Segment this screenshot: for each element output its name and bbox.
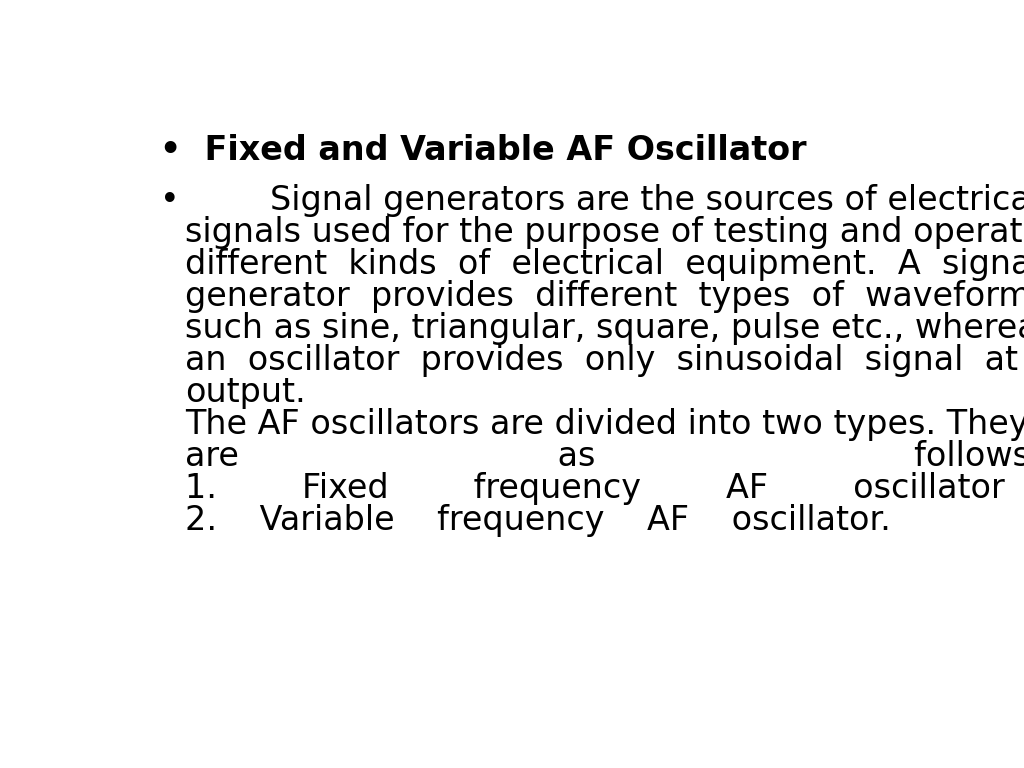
Text: an  oscillator  provides  only  sinusoidal  signal  at  the: an oscillator provides only sinusoidal s… — [185, 344, 1024, 377]
Text: signals used for the purpose of testing and operating: signals used for the purpose of testing … — [185, 217, 1024, 250]
Text: 2.    Variable    frequency    AF    oscillator.: 2. Variable frequency AF oscillator. — [185, 504, 891, 537]
Text: 1.        Fixed        frequency        AF        oscillator: 1. Fixed frequency AF oscillator — [185, 472, 1005, 505]
Text: such as sine, triangular, square, pulse etc., whereas: such as sine, triangular, square, pulse … — [185, 312, 1024, 345]
Text: are                              as                              follows: are as follows — [185, 440, 1024, 473]
Text: The AF oscillators are divided into two types. They: The AF oscillators are divided into two … — [185, 408, 1024, 441]
Text: •  Fixed and Variable AF Oscillator: • Fixed and Variable AF Oscillator — [160, 134, 806, 167]
Text: generator  provides  different  types  of  waveforms: generator provides different types of wa… — [185, 280, 1024, 313]
Text: Signal generators are the sources of electrical: Signal generators are the sources of ele… — [185, 184, 1024, 217]
Text: •: • — [160, 184, 179, 217]
Text: different  kinds  of  electrical  equipment.  A  signal: different kinds of electrical equipment.… — [185, 248, 1024, 281]
Text: output.: output. — [185, 376, 306, 409]
